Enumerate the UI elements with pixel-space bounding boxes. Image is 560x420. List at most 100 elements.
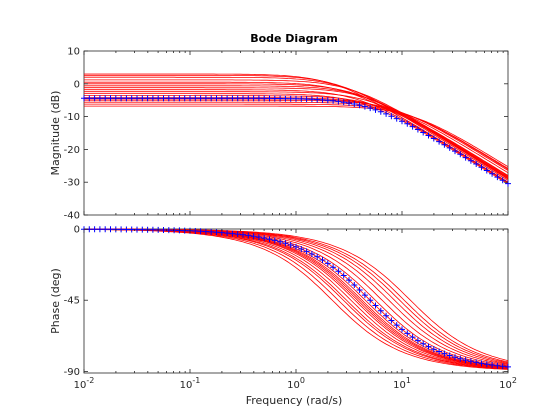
phase-nominal-marker-44	[308, 251, 315, 257]
phase-nominal-marker-18	[171, 227, 178, 234]
magnitude-y-tick-label: -10	[64, 112, 80, 123]
magnitude-nominal-marker-59	[388, 113, 395, 120]
magnitude-nominal-marker-50	[340, 99, 347, 106]
phase-y-tick-label: -45	[64, 296, 80, 307]
magnitude-nominal-marker-63	[409, 123, 416, 130]
magnitude-nominal-marker-28	[224, 95, 231, 102]
magnitude-nominal-marker-32	[245, 95, 252, 102]
magnitude-nominal-marker-47	[324, 97, 331, 104]
magnitude-nominal-marker-29	[229, 95, 236, 102]
frequency-ticks: 10-2 10-1 100 101 102	[74, 51, 517, 391]
magnitude-ylabel: Magnitude (dB)	[49, 91, 62, 176]
magnitude-nominal-marker-67	[430, 135, 437, 142]
phase-nominal-marker-4	[96, 226, 103, 233]
magnitude-nominal-marker-38	[277, 95, 284, 102]
phase-nominal-marker-54	[361, 292, 368, 299]
phase-nominal-marker-16	[160, 227, 167, 233]
phase-nominal-marker-57	[377, 307, 384, 314]
phase-nominal-marker-25	[208, 228, 215, 235]
magnitude-nominal-marker-53	[356, 102, 363, 109]
magnitude-nominal-marker-74	[467, 157, 474, 164]
phase-nominal-marker-65	[420, 340, 427, 347]
magnitude-nominal-marker-43	[303, 96, 310, 103]
phase-nominal-marker-64	[414, 337, 421, 344]
magnitude-nominal-marker-69	[441, 141, 448, 148]
phase-nominal-marker-29	[229, 230, 236, 237]
magnitude-y-tick-label: -30	[64, 178, 80, 189]
x-tick-label: 100	[287, 376, 305, 391]
magnitude-nominal-marker-64	[414, 126, 421, 133]
phase-nominal-marker-38	[277, 238, 284, 245]
phase-nominal-marker-66	[425, 343, 432, 350]
phase-nominal-marker-74	[467, 358, 474, 365]
magnitude-nominal-marker-71	[452, 148, 458, 155]
phase-nominal-marker-46	[319, 257, 326, 263]
magnitude-sample-curve-3	[84, 76, 509, 180]
magnitude-nominal-marker-21	[187, 95, 193, 102]
magnitude-nominal-marker-30	[234, 95, 241, 102]
phase-nominal-marker-33	[250, 233, 257, 240]
magnitude-nominal-marker-10	[128, 95, 135, 102]
x-tick-label: 102	[499, 376, 517, 391]
phase-nominal-marker-35	[261, 235, 268, 242]
phase-nominal-marker-32	[245, 232, 252, 239]
phase-axes-box	[83, 228, 509, 374]
phase-nominal-marker-23	[197, 228, 204, 235]
magnitude-nominal-marker-34	[255, 95, 262, 102]
magnitude-nominal-marker-31	[240, 95, 246, 102]
magnitude-nominal-marker-78	[489, 170, 496, 177]
magnitude-nominal-marker-73	[462, 154, 469, 161]
magnitude-nominal-marker-13	[144, 95, 151, 102]
magnitude-nominal-marker-76	[478, 164, 485, 171]
phase-nominal-marker-9	[123, 226, 130, 233]
phase-nominal-marker-45	[314, 253, 321, 260]
magnitude-nominal-marker-33	[250, 95, 257, 102]
magnitude-nominal-marker-17	[165, 95, 172, 102]
magnitude-nominal-marker-6	[107, 95, 114, 102]
phase-nominal-marker-70	[446, 352, 453, 359]
magnitude-nominal-marker-75	[473, 161, 480, 167]
magnitude-nominal-marker-19	[176, 95, 183, 102]
phase-nominal-marker-71	[452, 354, 458, 361]
magnitude-nominal-marker-14	[149, 95, 156, 102]
phase-nominal-marker-31	[240, 231, 246, 238]
phase-nominal-marker-36	[266, 236, 273, 243]
magnitude-nominal-marker-57	[377, 108, 384, 115]
x-tick-label: 10-2	[74, 376, 95, 391]
magnitude-nominal-marker-24	[202, 95, 209, 102]
phase-nominal-marker-49	[335, 268, 342, 275]
magnitude-sample-curve-10	[84, 91, 509, 178]
magnitude-nominal-marker-7	[112, 95, 119, 102]
magnitude-nominal-marker-5	[102, 95, 109, 102]
phase-nominal-marker-55	[367, 297, 374, 304]
phase-nominal-marker-56	[372, 302, 379, 309]
x-tick-label: 10-1	[180, 376, 201, 391]
phase-nominal-marker-10	[128, 226, 135, 233]
phase-nominal-marker-75	[473, 359, 480, 366]
phase-nominal-marker-26	[213, 229, 220, 236]
phase-nominal-marker-48	[330, 264, 337, 271]
magnitude-nominal-marker-48	[330, 97, 337, 104]
magnitude-nominal-marker-8	[118, 95, 125, 102]
magnitude-nominal-marker-25	[208, 95, 215, 102]
phase-nominal-marker-51	[346, 277, 352, 284]
phase-nominal-marker-61	[399, 326, 405, 333]
phase-nominal-marker-20	[181, 227, 188, 234]
phase-nominal-marker-6	[107, 226, 114, 233]
magnitude-nominal-marker-65	[420, 129, 427, 136]
phase-ylabel: Phase (deg)	[49, 268, 62, 334]
magnitude-sample-curve-17	[84, 103, 509, 169]
magnitude-nominal-marker-70	[446, 144, 453, 151]
magnitude-nominal-marker-56	[372, 106, 379, 113]
magnitude-nominal-marker-27	[218, 95, 225, 102]
phase-nominal-marker-14	[149, 226, 156, 233]
phase-y-tick-label: 0	[74, 225, 80, 236]
magnitude-y-tick-label: -40	[64, 211, 80, 222]
phase-nominal-marker-76	[478, 360, 485, 367]
phase-nominal-marker-77	[483, 361, 490, 368]
magnitude-nominal-marker-18	[171, 95, 178, 102]
magnitude-nominal-marker-36	[266, 95, 273, 102]
phase-nominal-marker-63	[409, 334, 416, 341]
phase-nominal-marker-43	[303, 248, 310, 255]
